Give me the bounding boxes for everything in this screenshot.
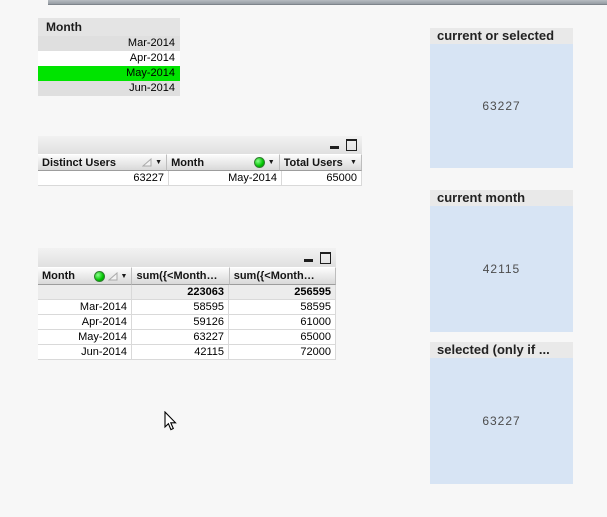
totals-row: 223063 256595 <box>38 285 336 300</box>
panel-title-selected-only-if: selected (only if ... <box>430 342 573 358</box>
listbox-item-apr-2014[interactable]: Apr-2014 <box>38 51 180 66</box>
sort-triangle-icon <box>142 158 152 167</box>
column-label: Distinct Users <box>42 157 116 169</box>
table-row: Jun-2014 42115 72000 <box>38 345 336 360</box>
panel-body-current-month: 42115 <box>430 206 573 332</box>
listbox-month: Month Mar-2014 Apr-2014 May-2014 Jun-201… <box>38 18 180 96</box>
table-row: Apr-2014 59126 61000 <box>38 315 336 330</box>
column-header-month[interactable]: Month ▼ <box>167 154 280 171</box>
cell-sum1: 58595 <box>132 300 229 315</box>
listbox-item-may-2014-selected[interactable]: May-2014 <box>38 66 180 81</box>
totals-cell: 223063 <box>132 285 229 300</box>
cell-sum1: 63227 <box>132 330 229 345</box>
cell-month: May-2014 <box>38 330 132 345</box>
cell-month: Apr-2014 <box>38 315 132 330</box>
table-row: May-2014 63227 65000 <box>38 330 336 345</box>
listbox-item-mar-2014[interactable]: Mar-2014 <box>38 36 180 51</box>
table-caption-bar <box>38 136 362 154</box>
sort-triangle-icon <box>108 272 118 281</box>
column-label: Month <box>171 157 204 169</box>
dropdown-icon[interactable]: ▼ <box>121 273 128 280</box>
mouse-cursor-icon <box>163 411 177 433</box>
maximize-icon[interactable] <box>320 252 331 264</box>
stat-value: 63227 <box>482 414 520 428</box>
minimize-icon[interactable] <box>330 146 339 149</box>
listbox-title: Month <box>38 18 180 36</box>
table-box-distinct-users: Distinct Users ▼ Month ▼ Total Users ▼ 6… <box>38 136 362 186</box>
column-header-sum-expression-1[interactable]: sum({<Month… <box>132 267 229 285</box>
column-header-month[interactable]: Month ▼ <box>38 267 132 285</box>
cell-sum1: 59126 <box>132 315 229 330</box>
table-header-row: Month ▼ sum({<Month… sum({<Month… <box>38 267 336 285</box>
cell-month: Jun-2014 <box>38 345 132 360</box>
cell-sum2: 58595 <box>229 300 336 315</box>
panel-body-selected-only-if: 63227 <box>430 358 573 484</box>
stat-value: 42115 <box>483 262 520 276</box>
cell-sum2: 61000 <box>229 315 336 330</box>
column-label: Month <box>42 270 75 282</box>
window-top-bar <box>48 0 607 5</box>
green-dot-icon <box>94 271 105 282</box>
table-row: 63227 May-2014 65000 <box>38 171 362 186</box>
totals-cell: 256595 <box>229 285 336 300</box>
minimize-icon[interactable] <box>304 259 313 262</box>
column-header-distinct-users[interactable]: Distinct Users ▼ <box>38 154 167 171</box>
column-header-total-users[interactable]: Total Users ▼ <box>280 154 362 171</box>
column-label: sum({<Month… <box>136 270 217 282</box>
green-dot-icon <box>254 157 265 168</box>
stat-value: 63227 <box>482 99 520 113</box>
totals-cell <box>38 285 132 300</box>
table-row: Mar-2014 58595 58595 <box>38 300 336 315</box>
table-caption-bar <box>38 248 336 267</box>
cell-sum2: 65000 <box>229 330 336 345</box>
cell-month: Mar-2014 <box>38 300 132 315</box>
panel-body-current-or-selected: 63227 <box>430 44 573 168</box>
dropdown-icon[interactable]: ▼ <box>155 159 162 166</box>
table-header-row: Distinct Users ▼ Month ▼ Total Users ▼ <box>38 154 362 171</box>
cell-sum2: 72000 <box>229 345 336 360</box>
maximize-icon[interactable] <box>346 139 357 151</box>
cell-month: May-2014 <box>169 171 282 186</box>
column-header-sum-expression-2[interactable]: sum({<Month… <box>230 267 336 285</box>
cell-total-users: 65000 <box>282 171 362 186</box>
dropdown-icon[interactable]: ▼ <box>350 159 357 166</box>
cell-sum1: 42115 <box>132 345 229 360</box>
cell-distinct-users: 63227 <box>38 171 169 186</box>
column-label: sum({<Month… <box>234 270 315 282</box>
pivot-table-monthly: Month ▼ sum({<Month… sum({<Month… 223063… <box>38 248 336 360</box>
column-label: Total Users <box>284 157 343 169</box>
panel-title-current-or-selected: current or selected <box>430 28 573 44</box>
panel-title-current-month: current month <box>430 190 573 206</box>
dropdown-icon[interactable]: ▼ <box>268 159 275 166</box>
listbox-item-jun-2014[interactable]: Jun-2014 <box>38 81 180 96</box>
